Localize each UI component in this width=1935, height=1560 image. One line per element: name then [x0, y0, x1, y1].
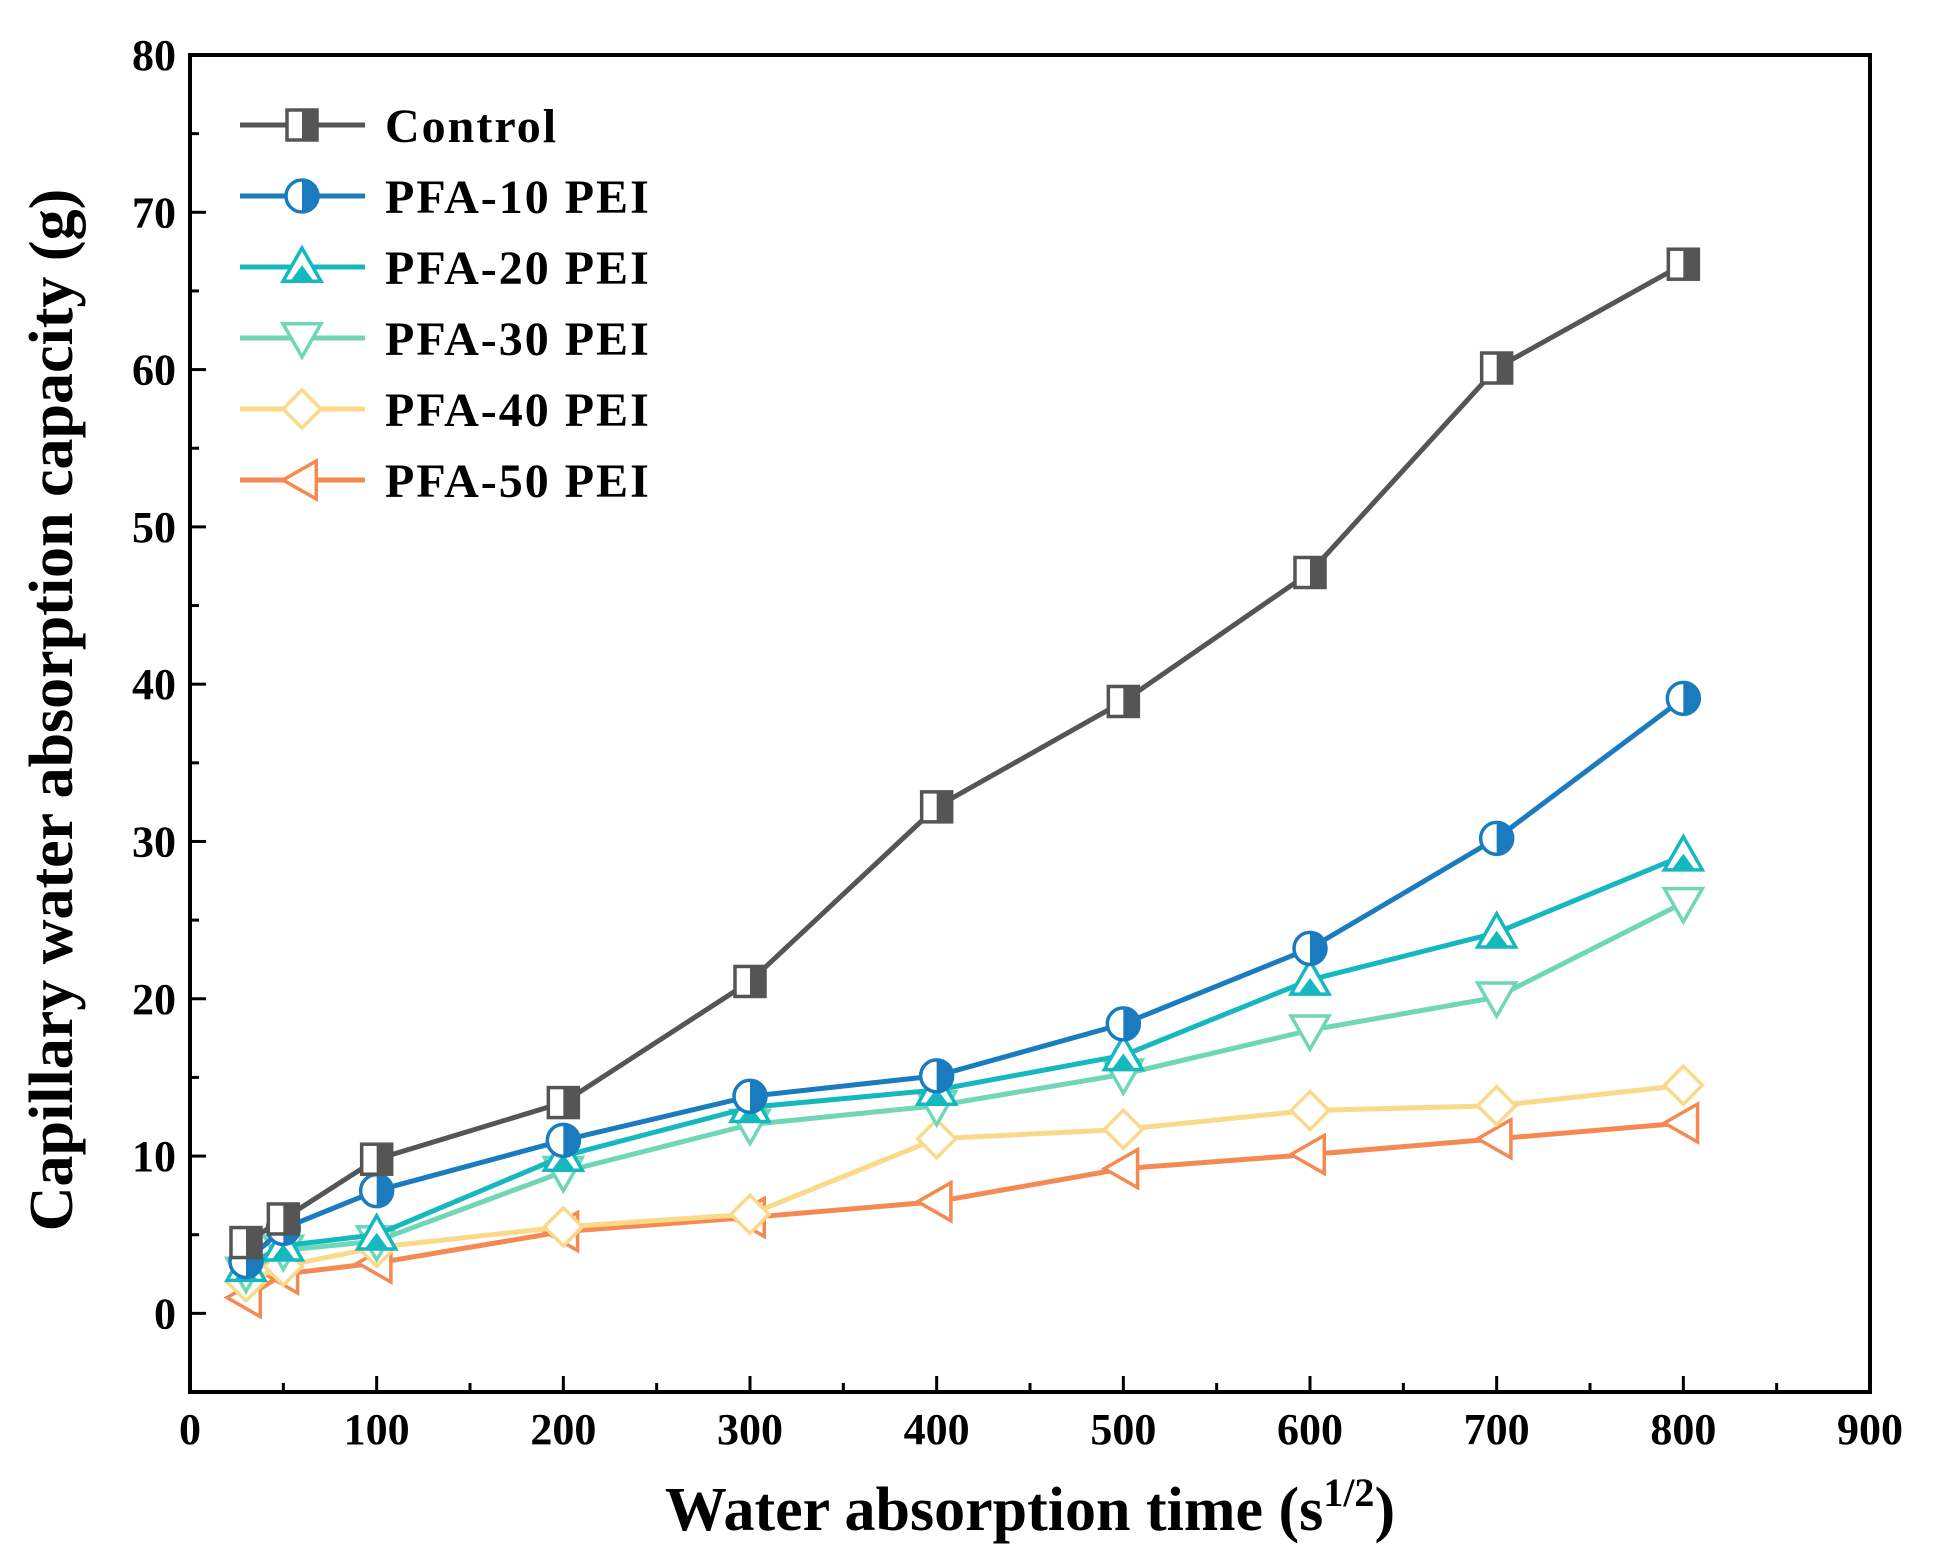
data-point	[1474, 981, 1519, 1020]
data-point	[914, 1179, 953, 1224]
legend-label: PFA-30 PEI	[385, 313, 651, 366]
legend-label: PFA-10 PEI	[385, 171, 651, 224]
data-point	[1287, 957, 1333, 996]
series-line	[245, 1082, 1684, 1285]
y-tick-label: 40	[132, 660, 176, 709]
legend-item: PFA-50 PEI	[240, 455, 651, 508]
x-tick-label: 700	[1464, 1405, 1530, 1454]
data-point	[1661, 886, 1706, 926]
data-point	[1475, 1084, 1519, 1128]
y-tick-label: 20	[132, 975, 176, 1024]
series-pfa-30-pei	[223, 886, 1706, 1295]
data-point	[1100, 1146, 1140, 1191]
series-line	[244, 900, 1685, 1275]
data-point	[919, 790, 954, 824]
data-point	[354, 1212, 399, 1251]
legend-marker	[279, 457, 318, 503]
x-tick-label: 100	[344, 1405, 410, 1454]
data-point	[728, 1192, 772, 1236]
y-tick-label: 10	[132, 1132, 176, 1181]
series-line	[244, 853, 1685, 1269]
x-tick-label: 800	[1650, 1405, 1716, 1454]
data-point	[1106, 684, 1141, 719]
legend-label: PFA-20 PEI	[385, 242, 651, 295]
x-tick-label: 300	[717, 1405, 783, 1454]
data-point	[229, 1225, 263, 1260]
y-tick-label: 0	[154, 1289, 176, 1338]
x-tick-label: 600	[1277, 1405, 1343, 1454]
series-layer	[223, 247, 1706, 1320]
series-control	[229, 247, 1701, 1260]
x-tick-label: 200	[530, 1405, 596, 1454]
data-point	[358, 1172, 395, 1209]
series-line	[244, 696, 1685, 1264]
legend-marker	[280, 387, 324, 431]
y-tick-label: 70	[132, 188, 176, 237]
data-point	[1287, 1014, 1333, 1053]
y-tick-label: 30	[132, 817, 176, 866]
legend-marker	[279, 322, 325, 361]
data-point	[1293, 555, 1327, 590]
series-line	[244, 262, 1685, 1245]
data-point	[1478, 820, 1515, 857]
series-pfa-10-pei	[228, 680, 1702, 1280]
x-tick-label: 500	[1090, 1405, 1156, 1454]
data-point	[1288, 1088, 1332, 1132]
data-point	[545, 1122, 582, 1159]
x-tick-label: 900	[1837, 1405, 1903, 1454]
y-tick-label: 80	[132, 31, 176, 80]
x-tick-label: 0	[179, 1405, 201, 1454]
legend: Control PFA-10 PEI PFA-20 PEI PFA-30 PEI PFA…	[240, 100, 651, 508]
data-point	[266, 1202, 301, 1236]
legend-item: PFA-30 PEI	[240, 313, 651, 366]
legend-item: Control	[240, 100, 558, 153]
data-point	[1101, 1032, 1146, 1072]
data-point	[1287, 1132, 1326, 1177]
x-tick-label: 400	[904, 1405, 970, 1454]
data-point	[1474, 910, 1519, 949]
data-point	[1660, 1101, 1700, 1146]
data-point	[1661, 833, 1706, 872]
legend-item: PFA-40 PEI	[240, 384, 651, 437]
legend-label: PFA-50 PEI	[385, 455, 651, 508]
data-point	[1661, 1063, 1705, 1107]
data-point	[541, 1205, 585, 1249]
data-point	[1665, 680, 1702, 717]
data-point	[546, 1085, 581, 1120]
y-axis-title: Capillary water absorption capacity (g)	[18, 189, 86, 1231]
y-tick-label: 60	[132, 346, 176, 395]
data-point	[359, 1142, 394, 1176]
legend-item: PFA-10 PEI	[240, 171, 651, 224]
data-point	[1105, 1006, 1142, 1042]
x-axis-ticks: 0 100 200 300 400 500 600 700 800 900	[179, 1376, 1903, 1454]
legend-marker	[285, 108, 319, 142]
legend-item: PFA-20 PEI	[240, 242, 651, 295]
y-tick-label: 50	[132, 503, 176, 552]
data-point	[1479, 351, 1514, 385]
data-point	[918, 1058, 955, 1094]
data-point	[915, 1117, 959, 1161]
series-line	[244, 1120, 1684, 1300]
legend-marker	[284, 178, 320, 214]
legend-label: PFA-40 PEI	[385, 384, 651, 437]
data-point	[1101, 1107, 1145, 1151]
legend-label: Control	[385, 100, 558, 153]
data-point	[1474, 1116, 1513, 1161]
y-axis-ticks: 0 10 20 30 40 50 60 70 80	[132, 31, 206, 1394]
data-point	[733, 964, 767, 999]
legend-marker	[279, 244, 325, 283]
data-point	[1292, 930, 1328, 967]
data-point	[732, 1078, 768, 1115]
data-point	[1666, 247, 1701, 281]
x-axis-title: Water absorption time (s1/2)	[665, 1470, 1395, 1544]
